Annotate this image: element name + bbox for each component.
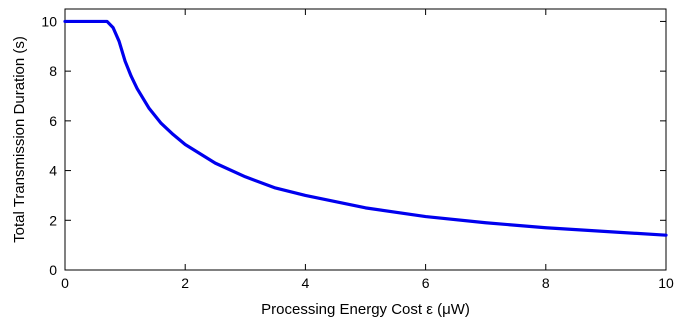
x-tick-label: 0: [61, 275, 69, 291]
plot-frame: [64, 8, 667, 271]
y-tick-label: 10: [41, 13, 57, 29]
x-tick-label: 4: [302, 275, 310, 291]
ticks-layer: 0 2 4 6 8 10 0 2 4 6 8 10: [41, 9, 674, 291]
y-tick-label: 0: [49, 262, 57, 278]
x-axis-label: Processing Energy Cost ε (μW): [261, 301, 470, 318]
series-layer: [63, 19, 668, 237]
y-axis-label: Total Transmission Duration (s): [11, 36, 28, 243]
plot-area: [64, 8, 667, 271]
y-tick-label: 8: [49, 63, 57, 79]
x-tick-label: 8: [542, 275, 550, 291]
series-line-0: [63, 19, 668, 237]
x-tick-label: 2: [181, 275, 189, 291]
y-tick-label: 6: [49, 113, 57, 129]
y-tick-label: 4: [49, 163, 57, 179]
x-tick-label: 6: [422, 275, 430, 291]
y-tick-label: 2: [49, 212, 57, 228]
x-tick-label: 10: [658, 275, 674, 291]
